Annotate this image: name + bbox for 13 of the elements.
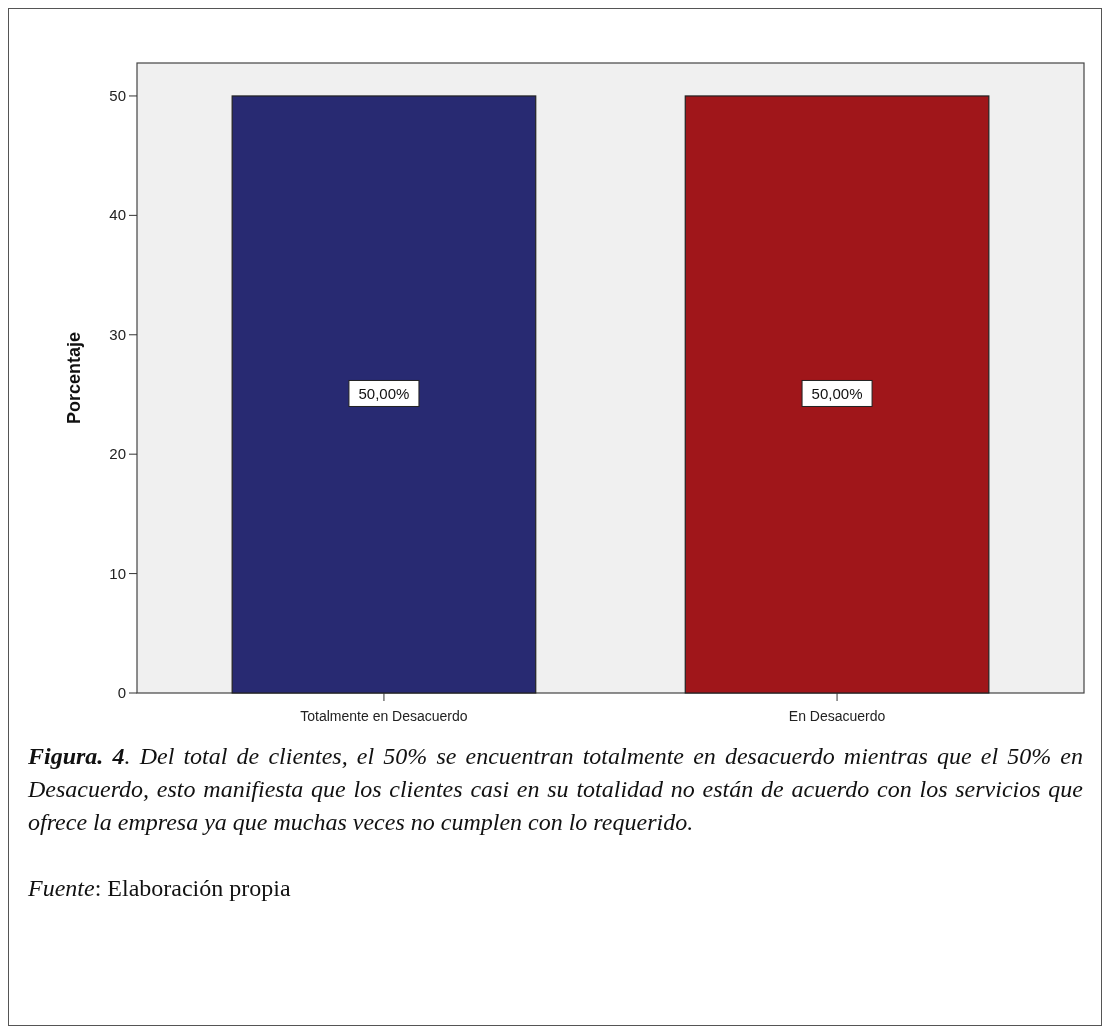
y-tick-label: 10 — [109, 564, 126, 582]
data-label: 50,00% — [358, 385, 410, 403]
source-note: Fuente: Elaboración propia — [28, 874, 292, 903]
y-tick-label: 30 — [109, 325, 126, 343]
y-tick-label: 40 — [109, 206, 126, 224]
x-tick-label: Totalmente en Desacuerdo — [300, 708, 468, 724]
text: Figura. 4. Del total de clientes, el 50% se encuentran totalmente en desacuerdo mientras que el 50% en Desacuerdo, esto manifiesta que los clientes casi en su totalidad no están de acuerdo con los servicios que ofrece la empresa ya que muchas veces no cumplen con lo requerido. — [28, 742, 1083, 837]
x-tick-label: En Desacuerdo — [788, 708, 886, 724]
y-tick-label: 20 — [109, 445, 126, 463]
data-label: 50,00% — [811, 385, 863, 403]
y-axis-title: Porcentaje — [64, 331, 84, 425]
y-tick-label: 50 — [109, 86, 126, 104]
y-tick-label: 0 — [117, 684, 126, 701]
